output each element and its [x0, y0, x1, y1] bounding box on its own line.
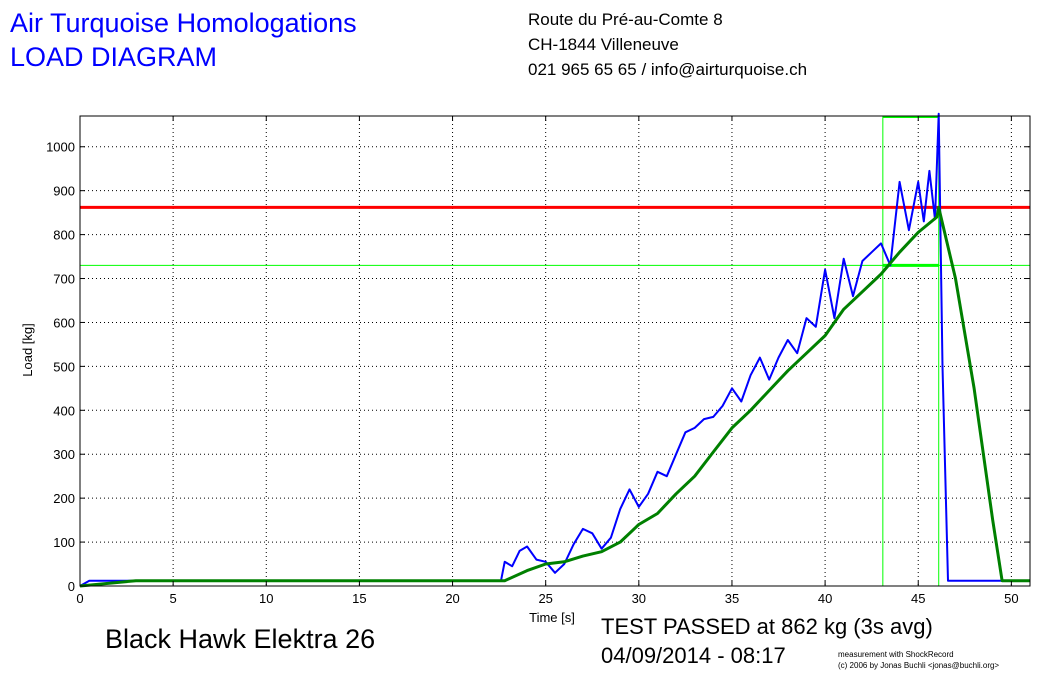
y-tick-label: 400: [53, 403, 75, 418]
x-tick-label: 50: [1004, 591, 1018, 606]
y-tick-label: 900: [53, 184, 75, 199]
x-axis-label: Time [s]: [529, 610, 575, 625]
y-tick-label: 200: [53, 491, 75, 506]
x-tick-label: 10: [259, 591, 273, 606]
y-tick-label: 300: [53, 447, 75, 462]
y-tick-label: 100: [53, 535, 75, 550]
x-tick-label: 20: [445, 591, 459, 606]
glider-name: Black Hawk Elektra 26: [105, 624, 376, 654]
y-tick-label: 0: [68, 579, 75, 594]
x-tick-label: 35: [725, 591, 739, 606]
raw-load-line: [79, 112, 1030, 587]
plot-frame: [79, 115, 1031, 587]
x-tick-label: 5: [170, 591, 177, 606]
y-tick-label: 500: [53, 359, 75, 374]
ticks: 0 5 10 15 20 25 30 35 40 45 5001002003004005006007…: [46, 116, 1030, 606]
test-datetime: 04/09/2014 - 08:17: [601, 643, 786, 668]
report-title: Air Turquoise Homologations: [10, 8, 357, 38]
x-tick-label: 45: [911, 591, 925, 606]
avg-load-line: [79, 205, 1030, 588]
x-tick-label: 15: [352, 591, 366, 606]
address-city: CH-1844 Villeneuve: [528, 35, 679, 54]
x-tick-label: 40: [818, 591, 832, 606]
contact-info: 021 965 65 65 / info@airturquoise.ch: [528, 60, 808, 79]
address-street: Route du Pré-au-Comte 8: [528, 10, 723, 29]
y-tick-label: 700: [53, 272, 75, 287]
x-tick-label: 0: [76, 591, 83, 606]
x-tick-label: 25: [538, 591, 552, 606]
test-result: TEST PASSED at 862 kg (3s avg): [601, 614, 933, 639]
grid: [80, 116, 1030, 586]
series-layer: [79, 112, 1030, 588]
y-tick-label: 1000: [46, 140, 75, 155]
x-tick-label: 30: [632, 591, 646, 606]
y-tick-label: 600: [53, 315, 75, 330]
y-tick-label: 800: [53, 228, 75, 243]
y-axis-label: Load [kg]: [20, 323, 35, 377]
credit-line: measurement with ShockRecord: [838, 650, 954, 659]
reference-lines: [80, 116, 1030, 586]
copyright-line: (c) 2006 by Jonas Buchli <jonas@buchli.o…: [838, 661, 1000, 670]
report-subtitle: LOAD DIAGRAM: [10, 42, 218, 72]
